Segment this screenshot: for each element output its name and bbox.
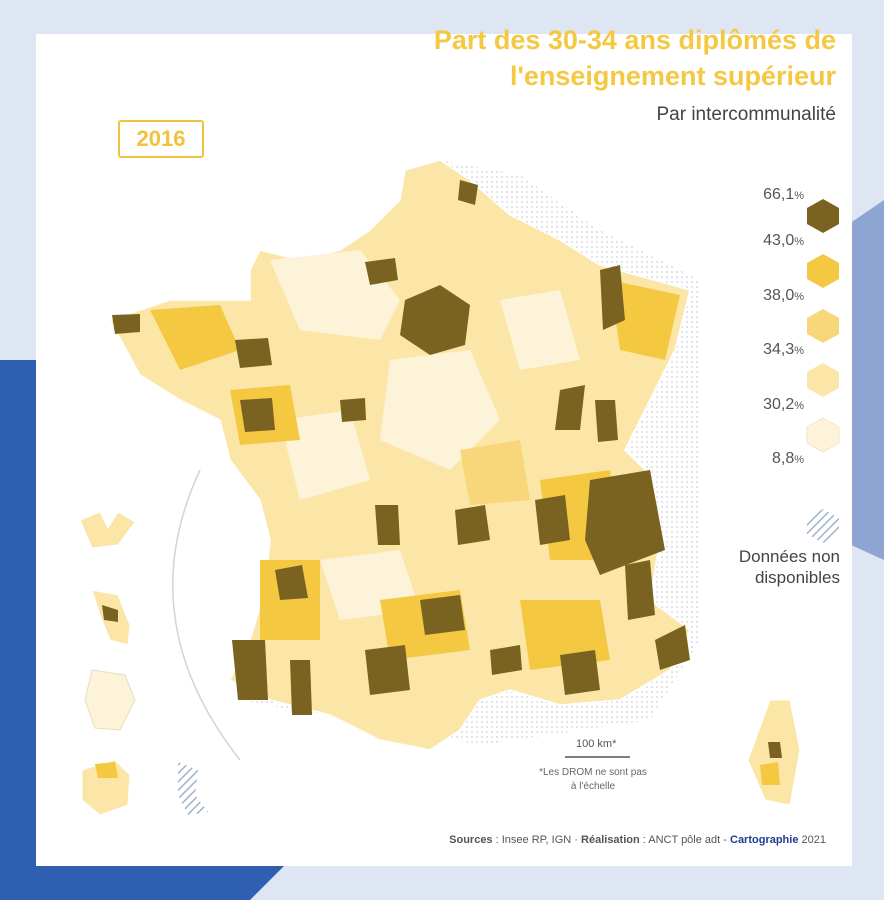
- region-yellow-southwest: [260, 560, 320, 640]
- region-pale-east: [500, 290, 580, 370]
- legend-swatch-nodata: [807, 509, 839, 543]
- city-marseille: [560, 650, 600, 695]
- sources-value: : Insee RP, IGN ·: [492, 834, 582, 846]
- region-yellow-brittany: [150, 305, 240, 370]
- city-alps: [585, 470, 665, 575]
- city-bordeaux: [275, 565, 308, 600]
- sources-label: Sources: [449, 834, 493, 846]
- legend-swatch-1: [807, 199, 839, 233]
- drom-martinique-dark: [102, 605, 118, 622]
- city-pau: [232, 640, 268, 700]
- title-line-1: Part des 30-34 ans diplômés de: [433, 25, 836, 55]
- realisation-value: : ANCT pôle adt -: [639, 834, 730, 846]
- city-toulouse: [365, 645, 410, 695]
- nodata-line-2: disponibles: [754, 568, 840, 587]
- legend-break-2: 43,0%: [763, 232, 804, 249]
- city-rennes: [235, 338, 272, 368]
- corsica-yellow: [760, 762, 780, 785]
- city-clermont: [455, 505, 490, 545]
- scale-label: 100 km*: [576, 738, 617, 750]
- city-dijon: [595, 400, 618, 442]
- region-pale-west: [280, 410, 370, 500]
- city-montpellier: [420, 595, 465, 635]
- drom-reunion-yellow: [95, 762, 118, 778]
- city-grenoble: [625, 560, 655, 620]
- region-yellow-bourgogne: [460, 440, 530, 505]
- city-tarbes: [290, 660, 312, 715]
- drom-guadeloupe: [79, 511, 136, 549]
- drom-guyane: [84, 669, 136, 731]
- city-brest: [112, 314, 140, 334]
- drom-note: *Les DROM ne sont pas à l'échelle: [539, 767, 647, 792]
- sources-footer: Sources : Insee RP, IGN · Réalisation : …: [449, 834, 826, 846]
- realisation-label: Réalisation: [581, 834, 640, 846]
- drom-reunion: [81, 759, 131, 816]
- city-nantes: [240, 398, 275, 432]
- legend-swatch-5: [806, 417, 840, 453]
- legend-swatch-4: [807, 363, 839, 397]
- legend-break-1: 66,1%: [763, 186, 804, 203]
- legend-nodata-label: Données non disponibles: [739, 546, 840, 588]
- legend-break-6: 8,8%: [771, 450, 804, 467]
- drom-mayotte: [178, 762, 208, 815]
- sources-year: 2021: [798, 834, 826, 846]
- city-paris: [400, 285, 470, 355]
- legend-swatch-2: [807, 254, 839, 288]
- map-title: Part des 30-34 ans diplômés de l'enseign…: [316, 22, 836, 94]
- corsica-dark: [768, 742, 782, 758]
- city-lille: [458, 180, 478, 205]
- year-badge: 2016: [118, 120, 204, 158]
- city-nancy: [555, 385, 585, 430]
- city-nice: [655, 625, 690, 670]
- city-rouen: [365, 258, 398, 285]
- city-tours: [340, 398, 366, 422]
- region-pale-center: [380, 350, 500, 470]
- city-lyon: [535, 495, 570, 545]
- region-yellow-alsace: [610, 280, 680, 360]
- legend-break-5: 30,2%: [763, 396, 804, 413]
- legend-break-3: 38,0%: [763, 287, 804, 304]
- nodata-line-1: Données non: [738, 547, 840, 566]
- drom-separator-arc: [172, 469, 241, 761]
- legend-swatch-3: [807, 309, 839, 343]
- city-strasbourg: [600, 265, 625, 330]
- map-subtitle: Par intercommunalité: [656, 104, 836, 125]
- city-nimes: [490, 645, 522, 675]
- city-limoges: [375, 505, 400, 545]
- title-line-2: l'enseignement supérieur: [509, 61, 836, 91]
- brand-link[interactable]: Cartographie: [730, 834, 799, 846]
- legend-break-4: 34,3%: [763, 341, 804, 358]
